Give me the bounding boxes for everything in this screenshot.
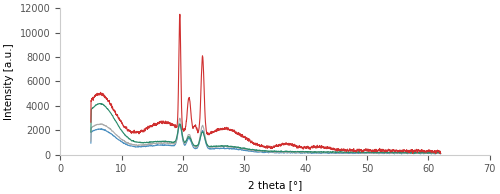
X-axis label: 2 theta [°]: 2 theta [°] bbox=[248, 180, 302, 190]
Y-axis label: Intensity [a.u.]: Intensity [a.u.] bbox=[4, 43, 14, 120]
